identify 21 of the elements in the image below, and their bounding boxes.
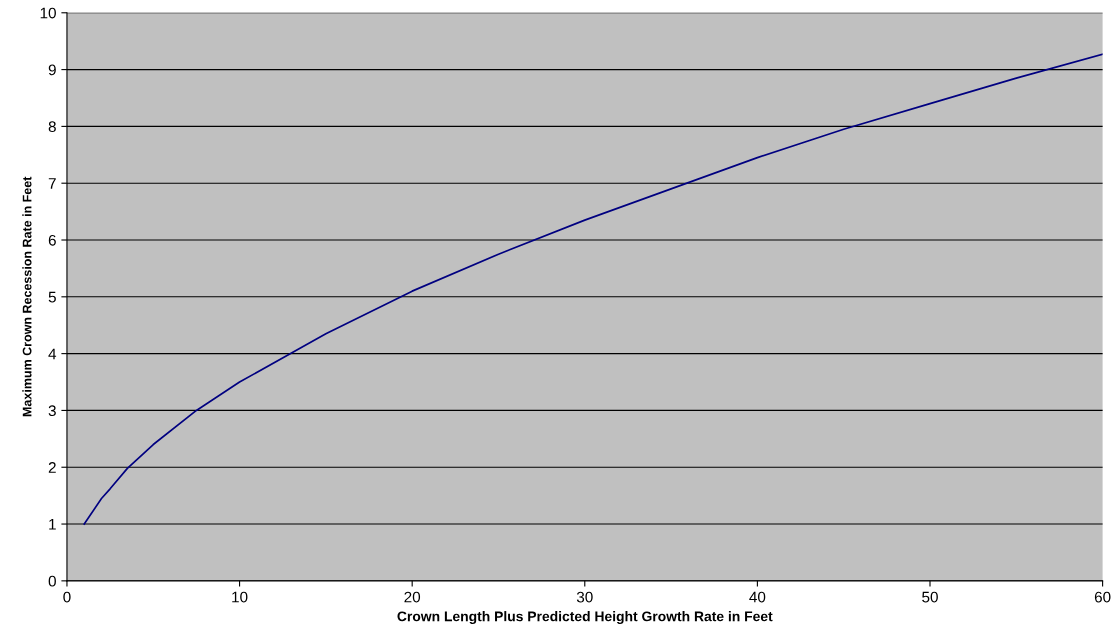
y-tick-label: 2 xyxy=(48,462,56,473)
x-tick-label: 50 xyxy=(922,591,938,603)
x-tick-label: 40 xyxy=(749,591,766,603)
x-tick-label: 10 xyxy=(232,591,248,603)
y-tick-label: 4 xyxy=(48,348,57,360)
x-tick-label: 60 xyxy=(1094,591,1111,603)
y-tick-label: 5 xyxy=(48,291,56,303)
x-tick-label: 0 xyxy=(63,591,71,603)
y-tick-label: 1 xyxy=(49,519,56,530)
x-tick-label: 30 xyxy=(576,591,593,603)
y-tick-label: 10 xyxy=(40,7,56,19)
y-tick-label: 7 xyxy=(48,178,56,189)
y-tick-label: 8 xyxy=(48,121,56,133)
y-tick-label: 3 xyxy=(48,405,56,417)
y-axis-title: Maximum Crown Recession Rate in Feet xyxy=(22,176,32,417)
y-tick-label: 9 xyxy=(48,64,56,76)
x-tick-label: 20 xyxy=(404,591,421,603)
x-axis-title: Crown Length Plus Predicted Height Growth Rate in Feet xyxy=(397,611,773,625)
line-series xyxy=(83,53,1103,525)
y-tick-label: 0 xyxy=(48,575,56,587)
y-tick-label: 6 xyxy=(48,234,56,246)
